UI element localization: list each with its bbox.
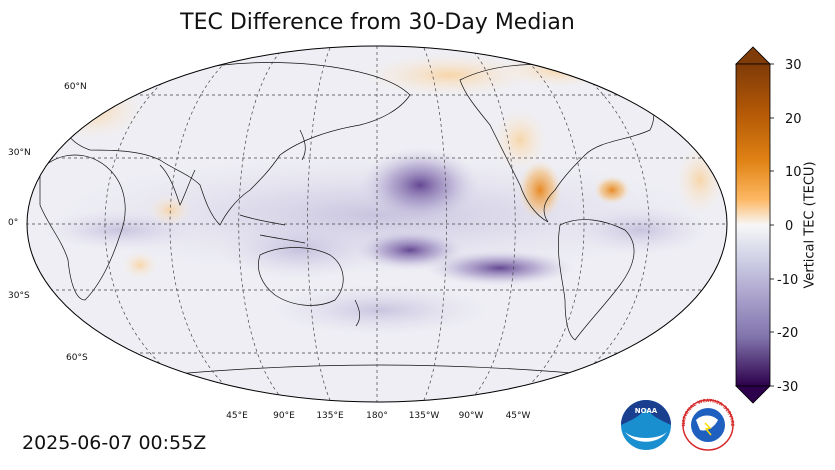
lon-label: 135°E: [316, 411, 344, 421]
colorbar-tick: -10: [777, 273, 798, 288]
colorbar-tick: -30: [777, 380, 798, 395]
lon-label: 135°W: [409, 411, 440, 421]
globe: [26, 45, 728, 403]
colorbar-tick: 30: [785, 58, 802, 73]
colorbar-tick: 20: [785, 112, 802, 127]
lon-label: 180°: [366, 411, 388, 421]
nws-logo: NATIONAL WEATHER SERVICE: [681, 398, 735, 451]
colorbar-tick: 10: [785, 165, 802, 180]
timestamp: 2025-06-07 00:55Z: [22, 432, 207, 454]
noaa-logo: NOAA: [621, 400, 671, 450]
lon-label: 45°W: [506, 411, 531, 421]
lon-labels: 45°E 90°E 135°E 180° 135°W 90°W 45°W: [226, 411, 530, 421]
lon-label: 45°E: [226, 411, 248, 421]
colorbar-label: Vertical TEC (TECU): [802, 161, 818, 289]
lat-label: 0°: [8, 218, 18, 228]
graticule: [27, 46, 727, 402]
map-title: TEC Difference from 30-Day Median: [180, 10, 575, 35]
colorbar-tick: -20: [777, 326, 798, 341]
lat-label: 30°S: [8, 291, 30, 301]
lon-label: 90°W: [459, 411, 484, 421]
noaa-text: NOAA: [635, 407, 658, 415]
colorbar: 30 20 10 0 -10 -20 -30: [735, 46, 802, 404]
lat-label: 60°N: [64, 82, 87, 92]
colorbar-tick: 0: [785, 219, 793, 234]
lon-label: 90°E: [273, 411, 295, 421]
lat-label: 30°N: [8, 148, 31, 158]
lat-label: 60°S: [66, 353, 88, 363]
lat-labels: 60°N 30°N 0° 30°S 60°S: [8, 82, 88, 363]
